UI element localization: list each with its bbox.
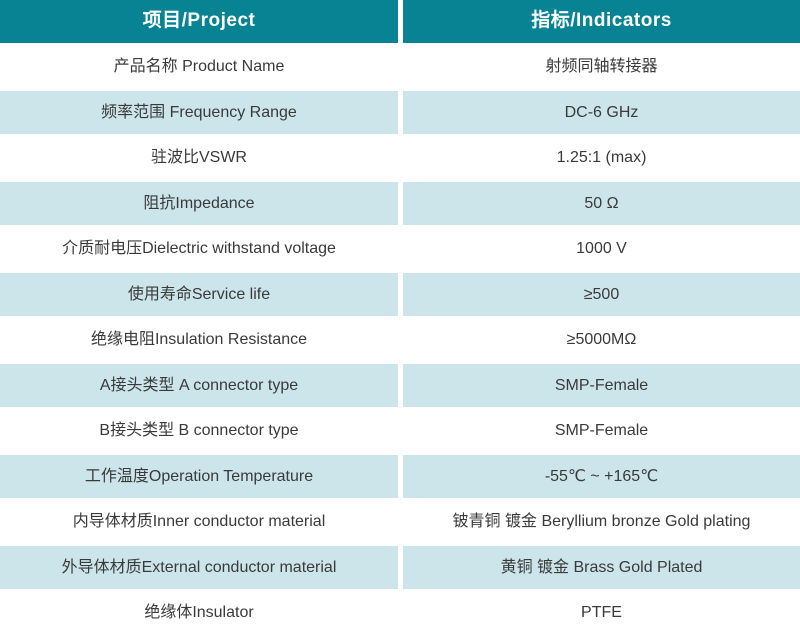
indicator-value: PTFE — [581, 604, 622, 622]
indicator-value: SMP-Female — [554, 376, 649, 394]
project-label: 使用寿命Service life — [127, 285, 271, 303]
project-cell: 驻波比VSWR — [0, 136, 403, 179]
header-cell-indicators: 指标/Indicators — [403, 0, 800, 43]
indicator-value: 50 Ω — [584, 194, 619, 212]
indicator-value: SMP-Female — [554, 422, 649, 440]
project-label: A接头类型 A connector type — [99, 376, 299, 394]
project-label: 产品名称 Product Name — [113, 58, 285, 76]
indicator-value: DC-6 GHz — [564, 103, 639, 121]
header-cell-project: 项目/Project — [0, 0, 403, 43]
indicator-value: -55℃ ~ +165℃ — [544, 467, 659, 485]
header-indicators-label: 指标/Indicators — [531, 9, 672, 31]
indicator-cell: 铍青铜 镀金 Beryllium bronze Gold plating — [403, 500, 800, 543]
project-label: 频率范围 Frequency Range — [101, 103, 297, 121]
project-label: 绝缘体Insulator — [144, 604, 254, 622]
indicator-cell: 1000 V — [403, 227, 800, 270]
indicator-cell: 50 Ω — [403, 182, 800, 225]
table-row: 工作温度Operation Temperature -55℃ ~ +165℃ — [0, 452, 800, 498]
project-cell: 内导体材质Inner conductor material — [0, 500, 403, 543]
indicator-cell: ≥5000MΩ — [403, 318, 800, 361]
table-row: A接头类型 A connector type SMP-Female — [0, 361, 800, 407]
indicator-cell: SMP-Female — [403, 364, 800, 407]
project-cell: 频率范围 Frequency Range — [0, 91, 403, 134]
indicator-cell: -55℃ ~ +165℃ — [403, 455, 800, 498]
table-row: 绝缘体Insulator PTFE — [0, 588, 800, 634]
project-label: 介质耐电压Dielectric withstand voltage — [62, 240, 336, 258]
project-label: 内导体材质Inner conductor material — [72, 513, 326, 531]
table-header-row: 项目/Project 指标/Indicators — [0, 0, 800, 43]
indicator-value: ≥500 — [583, 285, 620, 303]
indicator-value: 1.25:1 (max) — [556, 149, 647, 167]
project-label: 绝缘电阻Insulation Resistance — [90, 331, 308, 349]
project-cell: 绝缘电阻Insulation Resistance — [0, 318, 403, 361]
project-cell: 绝缘体Insulator — [0, 591, 403, 634]
indicator-cell: PTFE — [403, 591, 800, 634]
table-row: 内导体材质Inner conductor material 铍青铜 镀金 Ber… — [0, 497, 800, 543]
table-row: 使用寿命Service life ≥500 — [0, 270, 800, 316]
table-row: 介质耐电压Dielectric withstand voltage 1000 V — [0, 224, 800, 270]
project-cell: 阻抗Impedance — [0, 182, 403, 225]
indicator-cell: DC-6 GHz — [403, 91, 800, 134]
table-row: 驻波比VSWR 1.25:1 (max) — [0, 133, 800, 179]
project-cell: 使用寿命Service life — [0, 273, 403, 316]
project-cell: 介质耐电压Dielectric withstand voltage — [0, 227, 403, 270]
indicator-value: 铍青铜 镀金 Beryllium bronze Gold plating — [452, 513, 751, 531]
indicator-value: ≥5000MΩ — [566, 331, 637, 349]
project-label: 工作温度Operation Temperature — [84, 467, 314, 485]
project-cell: 外导体材质External conductor material — [0, 546, 403, 589]
indicator-value: 射频同轴转接器 — [545, 58, 658, 76]
table-row: 频率范围 Frequency Range DC-6 GHz — [0, 88, 800, 134]
project-cell: 工作温度Operation Temperature — [0, 455, 403, 498]
table-row: B接头类型 B connector type SMP-Female — [0, 406, 800, 452]
table-row: 产品名称 Product Name 射频同轴转接器 — [0, 42, 800, 88]
indicator-cell: 射频同轴转接器 — [403, 45, 800, 88]
project-label: 驻波比VSWR — [150, 149, 247, 167]
header-project-label: 项目/Project — [142, 9, 256, 31]
table-row: 外导体材质External conductor material 黄铜 镀金 B… — [0, 543, 800, 589]
table-row: 阻抗Impedance 50 Ω — [0, 179, 800, 225]
project-cell: A接头类型 A connector type — [0, 364, 403, 407]
table-row: 绝缘电阻Insulation Resistance ≥5000MΩ — [0, 315, 800, 361]
indicator-value: 1000 V — [576, 240, 627, 258]
project-label: 阻抗Impedance — [143, 194, 255, 212]
indicator-cell: SMP-Female — [403, 409, 800, 452]
indicator-cell: 黄铜 镀金 Brass Gold Plated — [403, 546, 800, 589]
indicator-cell: 1.25:1 (max) — [403, 136, 800, 179]
project-label: 外导体材质External conductor material — [61, 558, 337, 576]
project-cell: 产品名称 Product Name — [0, 45, 403, 88]
indicator-value: 黄铜 镀金 Brass Gold Plated — [500, 558, 703, 576]
indicator-cell: ≥500 — [403, 273, 800, 316]
project-label: B接头类型 B connector type — [99, 422, 299, 440]
project-cell: B接头类型 B connector type — [0, 409, 403, 452]
